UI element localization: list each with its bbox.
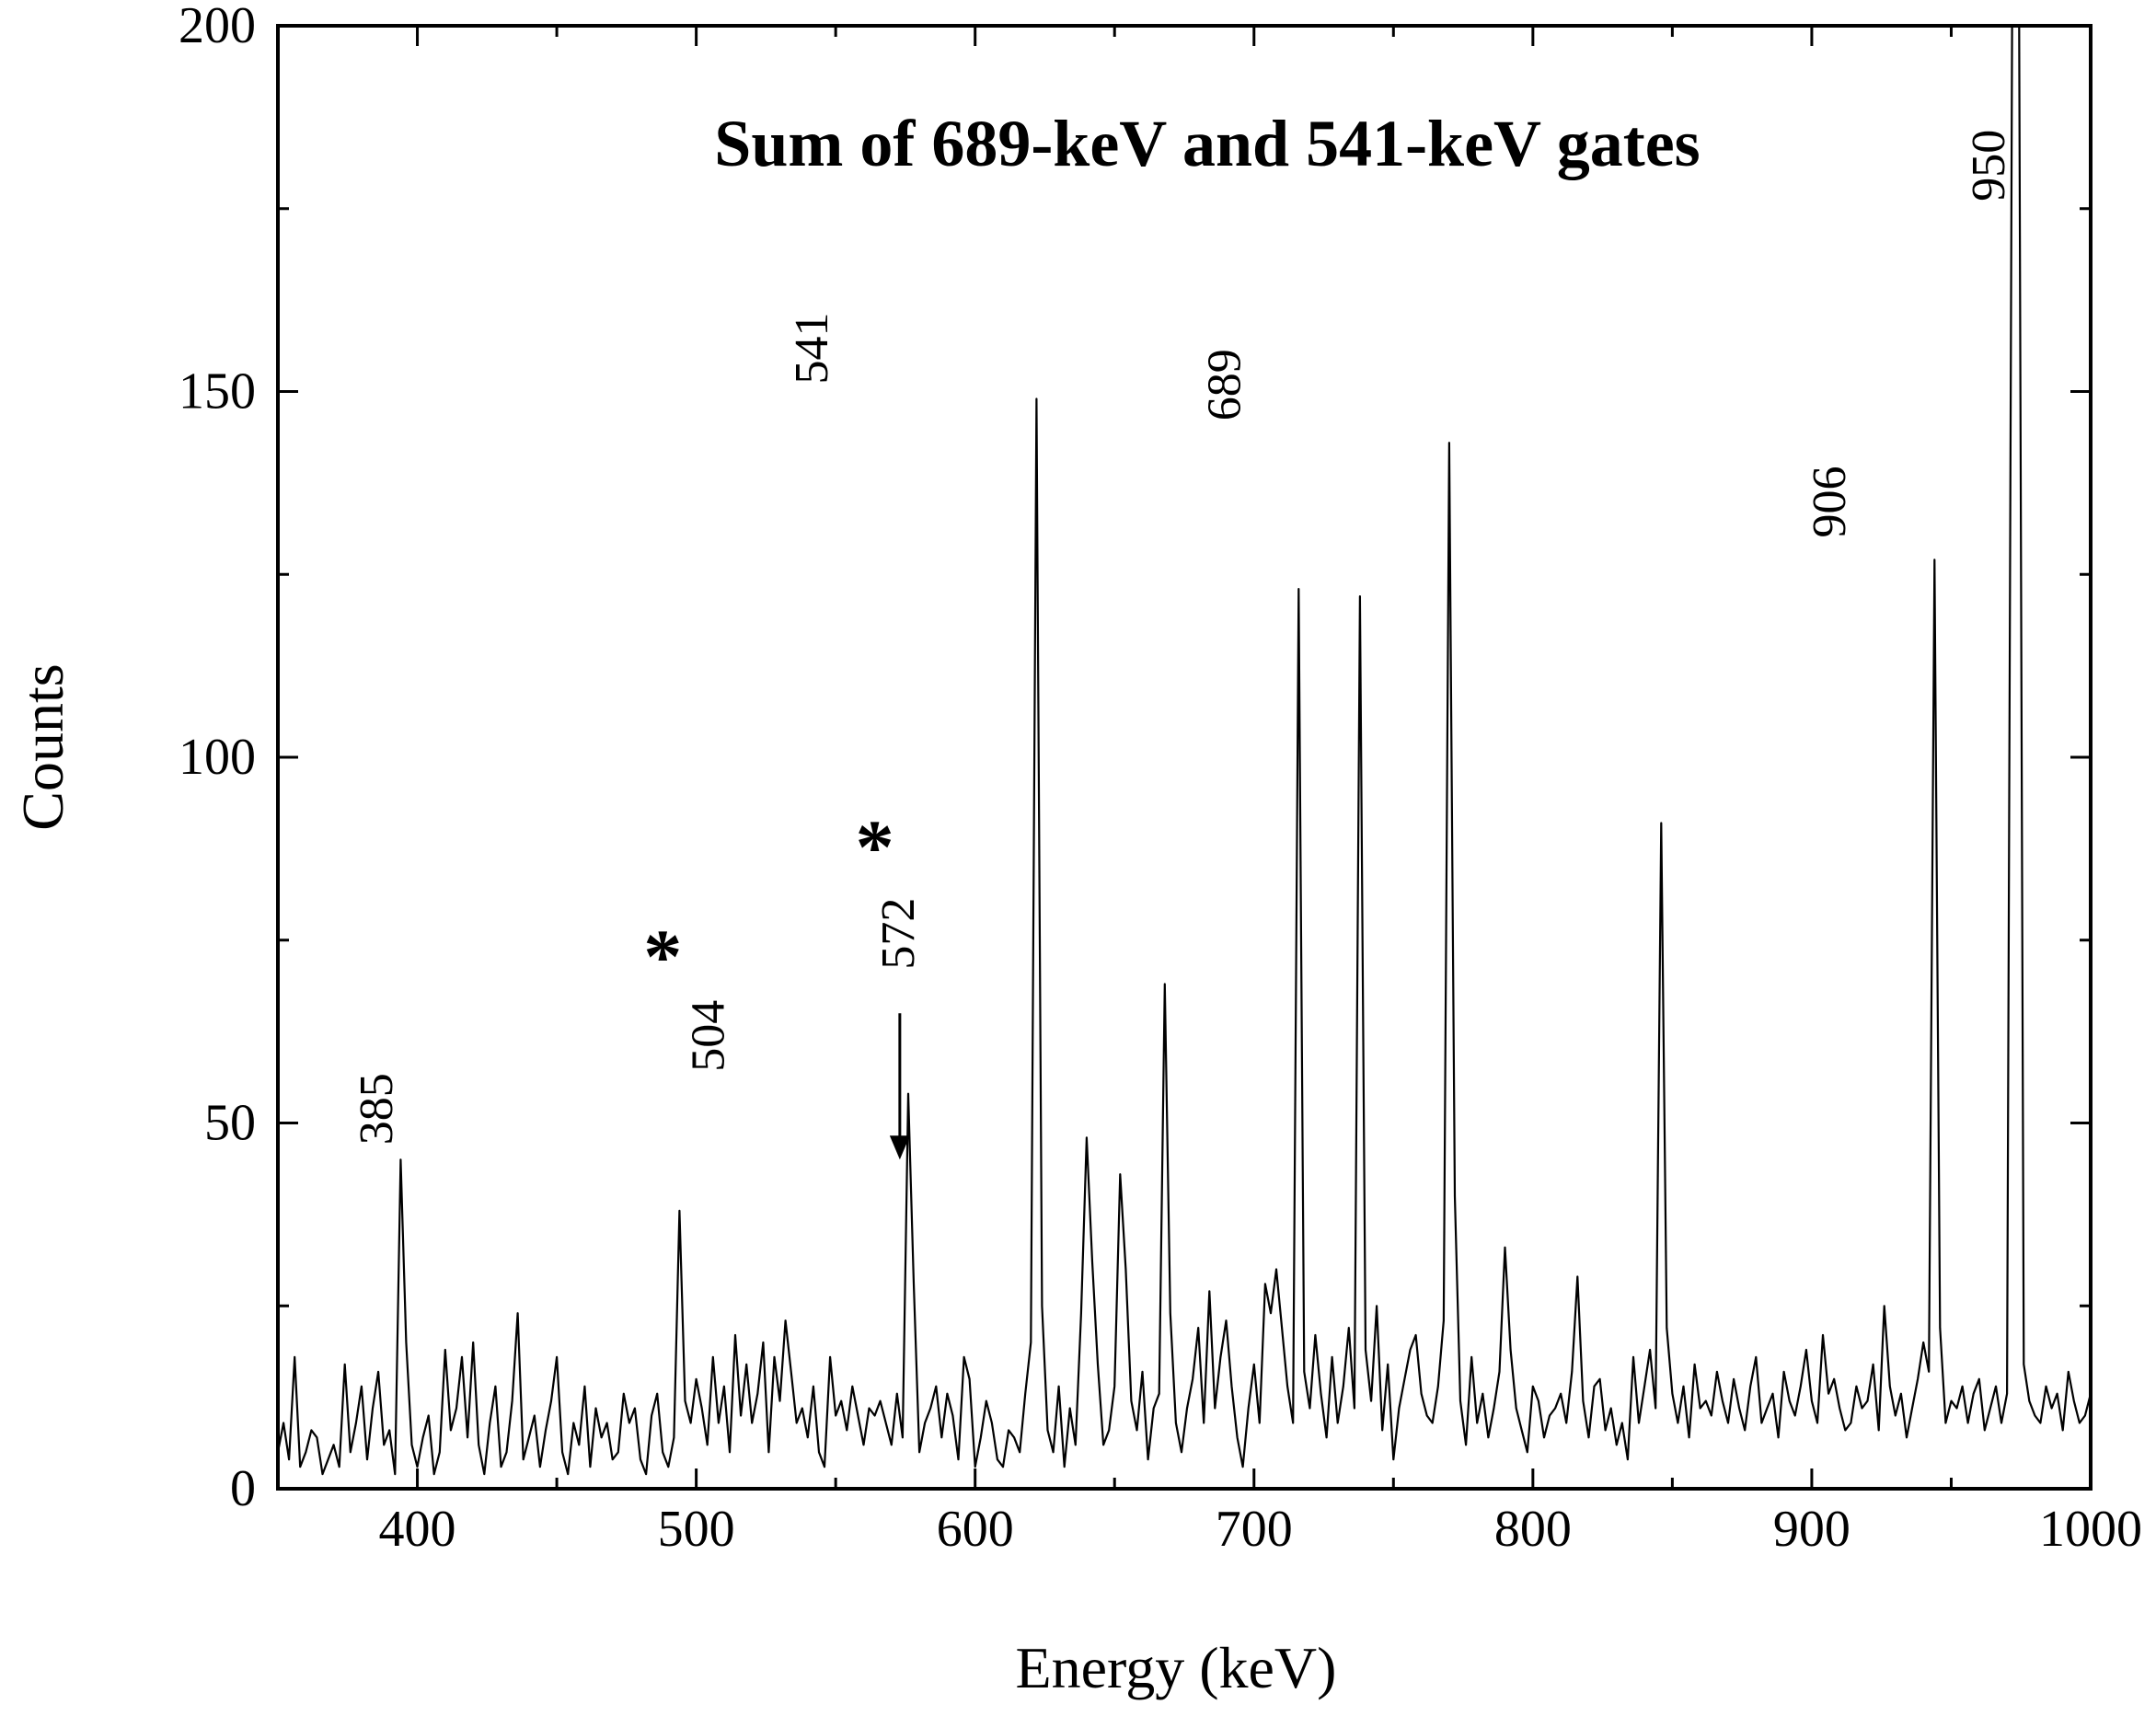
y-tick-label: 150 bbox=[179, 363, 256, 420]
y-axis-label: Counts bbox=[10, 663, 75, 830]
x-tick-label: 1000 bbox=[2039, 1501, 2142, 1558]
peak-label-541: 541 bbox=[786, 313, 838, 385]
peak-label-689: 689 bbox=[1198, 349, 1251, 420]
plot-frame bbox=[278, 26, 2091, 1489]
x-tick-label: 500 bbox=[658, 1501, 735, 1558]
peak-label-504: 504 bbox=[683, 1000, 735, 1072]
peak-label-950: 950 bbox=[1963, 130, 2015, 202]
chart-title: Sum of 689-keV and 541-keV gates bbox=[714, 107, 1700, 180]
contaminant-marker: * bbox=[856, 804, 894, 890]
x-axis-label: Energy (keV) bbox=[1016, 1635, 1337, 1700]
contaminant-marker: * bbox=[643, 915, 682, 1000]
x-tick-label: 400 bbox=[379, 1501, 456, 1558]
x-tick-label: 900 bbox=[1773, 1501, 1850, 1558]
y-tick-label: 100 bbox=[179, 729, 256, 786]
x-tick-label: 800 bbox=[1494, 1501, 1572, 1558]
peak-label-572: 572 bbox=[872, 898, 925, 970]
y-tick-label: 200 bbox=[179, 0, 256, 54]
peak-label-385: 385 bbox=[351, 1073, 403, 1145]
x-tick-label: 700 bbox=[1216, 1501, 1293, 1558]
peak-label-906: 906 bbox=[1804, 466, 1856, 538]
spectrum-line-0 bbox=[278, 0, 2118, 1474]
y-tick-label: 0 bbox=[230, 1460, 256, 1517]
y-tick-label: 50 bbox=[204, 1095, 256, 1152]
x-tick-label: 600 bbox=[937, 1501, 1014, 1558]
